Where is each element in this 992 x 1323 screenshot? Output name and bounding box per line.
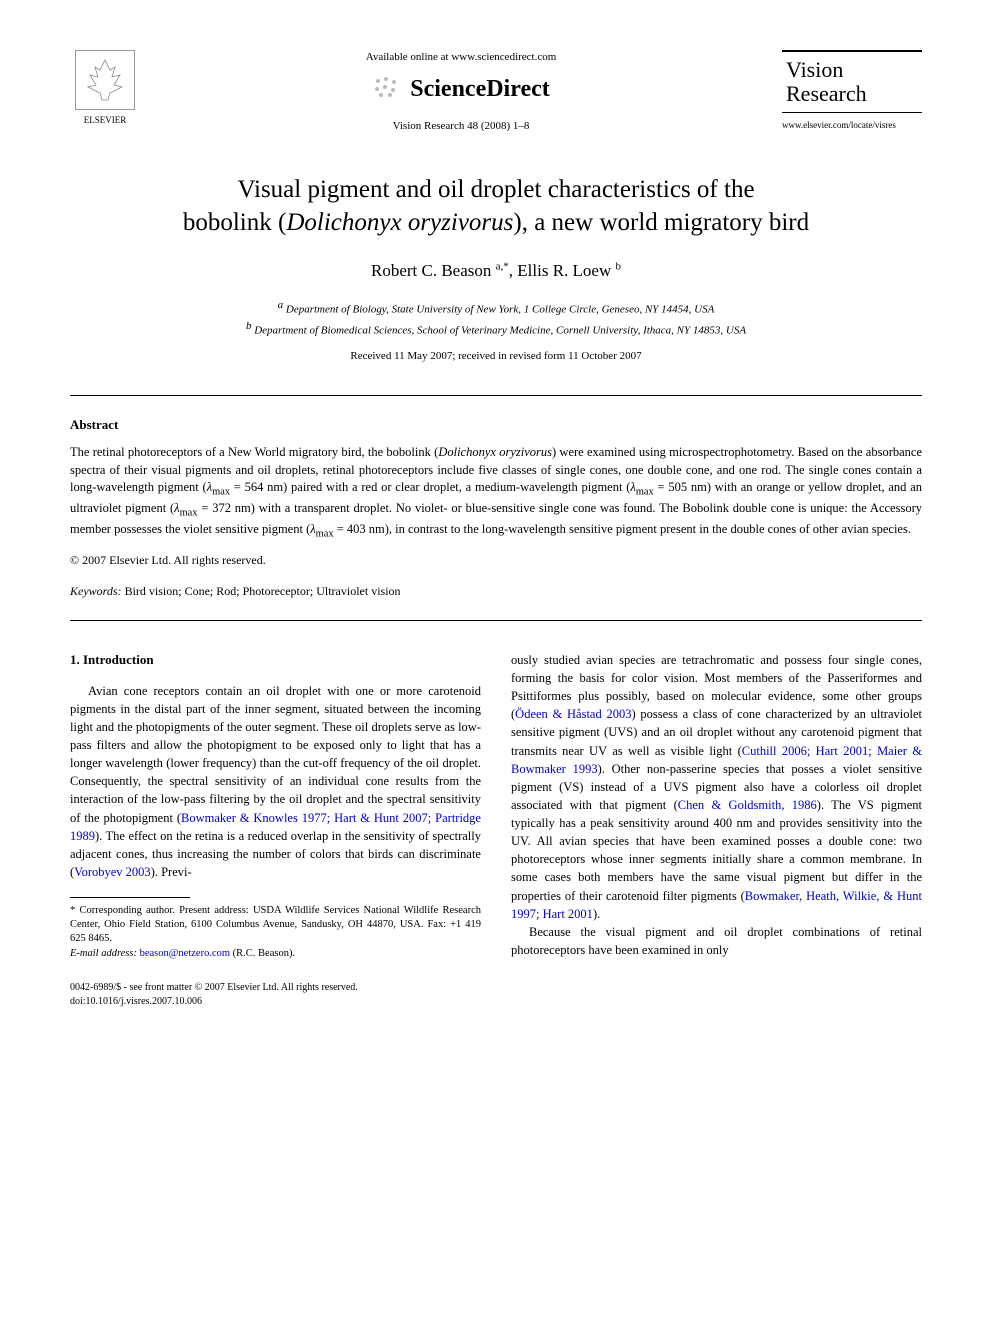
title-line2-post: ), a new world migratory bird (513, 209, 809, 236)
journal-name-line2: Research (786, 82, 918, 106)
author-2-sup: b (616, 261, 622, 273)
divider-top (70, 395, 922, 396)
keywords: Keywords: Bird vision; Cone; Rod; Photor… (70, 583, 922, 600)
title-line2-pre: bobolink ( (183, 209, 286, 236)
email-who: (R.C. Beason). (233, 948, 295, 959)
email-label: E-mail address: (70, 948, 137, 959)
abstract-copyright: © 2007 Elsevier Ltd. All rights reserved… (70, 552, 922, 569)
header: ELSEVIER Available online at www.science… (70, 50, 922, 134)
page-footer: 0042-6989/$ - see front matter © 2007 El… (70, 981, 922, 1009)
author-2-name: Ellis R. Loew (517, 261, 611, 280)
title-line1: Visual pigment and oil droplet character… (237, 176, 754, 203)
abstract-heading: Abstract (70, 416, 922, 434)
intro-paragraph-2: Because the visual pigment and oil dropl… (511, 923, 922, 959)
footer-doi: doi:10.1016/j.visres.2007.10.006 (70, 995, 922, 1009)
author-1-name: Robert C. Beason (371, 261, 491, 280)
publisher-label: ELSEVIER (84, 115, 127, 125)
sciencedirect-logo: ScienceDirect (160, 73, 762, 107)
citation-link-3[interactable]: Ödeen & Håstad 2003 (515, 707, 631, 721)
corresponding-author-footnote: * Corresponding author. Present address:… (70, 904, 481, 947)
sciencedirect-icon (372, 75, 402, 106)
affiliation-b: Department of Biomedical Sciences, Schoo… (254, 325, 746, 337)
citation-link-5[interactable]: Chen & Goldsmith, 1986 (678, 798, 817, 812)
intro-heading: 1. Introduction (70, 651, 481, 670)
intro-paragraph-1-cont: ously studied avian species are tetrachr… (511, 651, 922, 923)
journal-name-line1: Vision (786, 58, 918, 82)
column-left: 1. Introduction Avian cone receptors con… (70, 651, 481, 961)
email-link[interactable]: beason@netzero.com (140, 948, 230, 959)
center-header: Available online at www.sciencedirect.co… (140, 50, 782, 134)
column-right: ously studied avian species are tetrachr… (511, 651, 922, 961)
article-title: Visual pigment and oil droplet character… (70, 174, 922, 239)
title-species-italic: Dolichonyx oryzivorus (286, 209, 513, 236)
sciencedirect-label: ScienceDirect (410, 73, 550, 107)
journal-url: www.elsevier.com/locate/visres (782, 119, 922, 132)
footer-issn: 0042-6989/$ - see front matter © 2007 El… (70, 981, 922, 995)
journal-box-container: Vision Research www.elsevier.com/locate/… (782, 50, 922, 132)
available-online-text: Available online at www.sciencedirect.co… (160, 50, 762, 65)
keywords-text: Bird vision; Cone; Rod; Photoreceptor; U… (125, 584, 401, 598)
publisher-logo: ELSEVIER (70, 50, 140, 127)
abstract-text: The retinal photoreceptors of a New Worl… (70, 444, 922, 542)
divider-bottom (70, 620, 922, 621)
intro-paragraph-1: Avian cone receptors contain an oil drop… (70, 682, 481, 881)
body-columns: 1. Introduction Avian cone receptors con… (70, 651, 922, 961)
email-footnote: E-mail address: beason@netzero.com (R.C.… (70, 947, 481, 961)
citation-link-2[interactable]: Vorobyev 2003 (74, 865, 151, 879)
elsevier-tree-icon (75, 50, 135, 110)
journal-title-box: Vision Research (782, 50, 922, 113)
affiliations: a Department of Biology, State Universit… (70, 297, 922, 339)
footnote-separator (70, 897, 190, 898)
journal-reference: Vision Research 48 (2008) 1–8 (160, 119, 762, 134)
authors: Robert C. Beason a,*, Ellis R. Loew b (70, 259, 922, 283)
affiliation-a: Department of Biology, State University … (286, 304, 714, 316)
article-dates: Received 11 May 2007; received in revise… (70, 349, 922, 364)
author-1-sup: a,* (496, 261, 509, 273)
keywords-label: Keywords: (70, 584, 122, 598)
